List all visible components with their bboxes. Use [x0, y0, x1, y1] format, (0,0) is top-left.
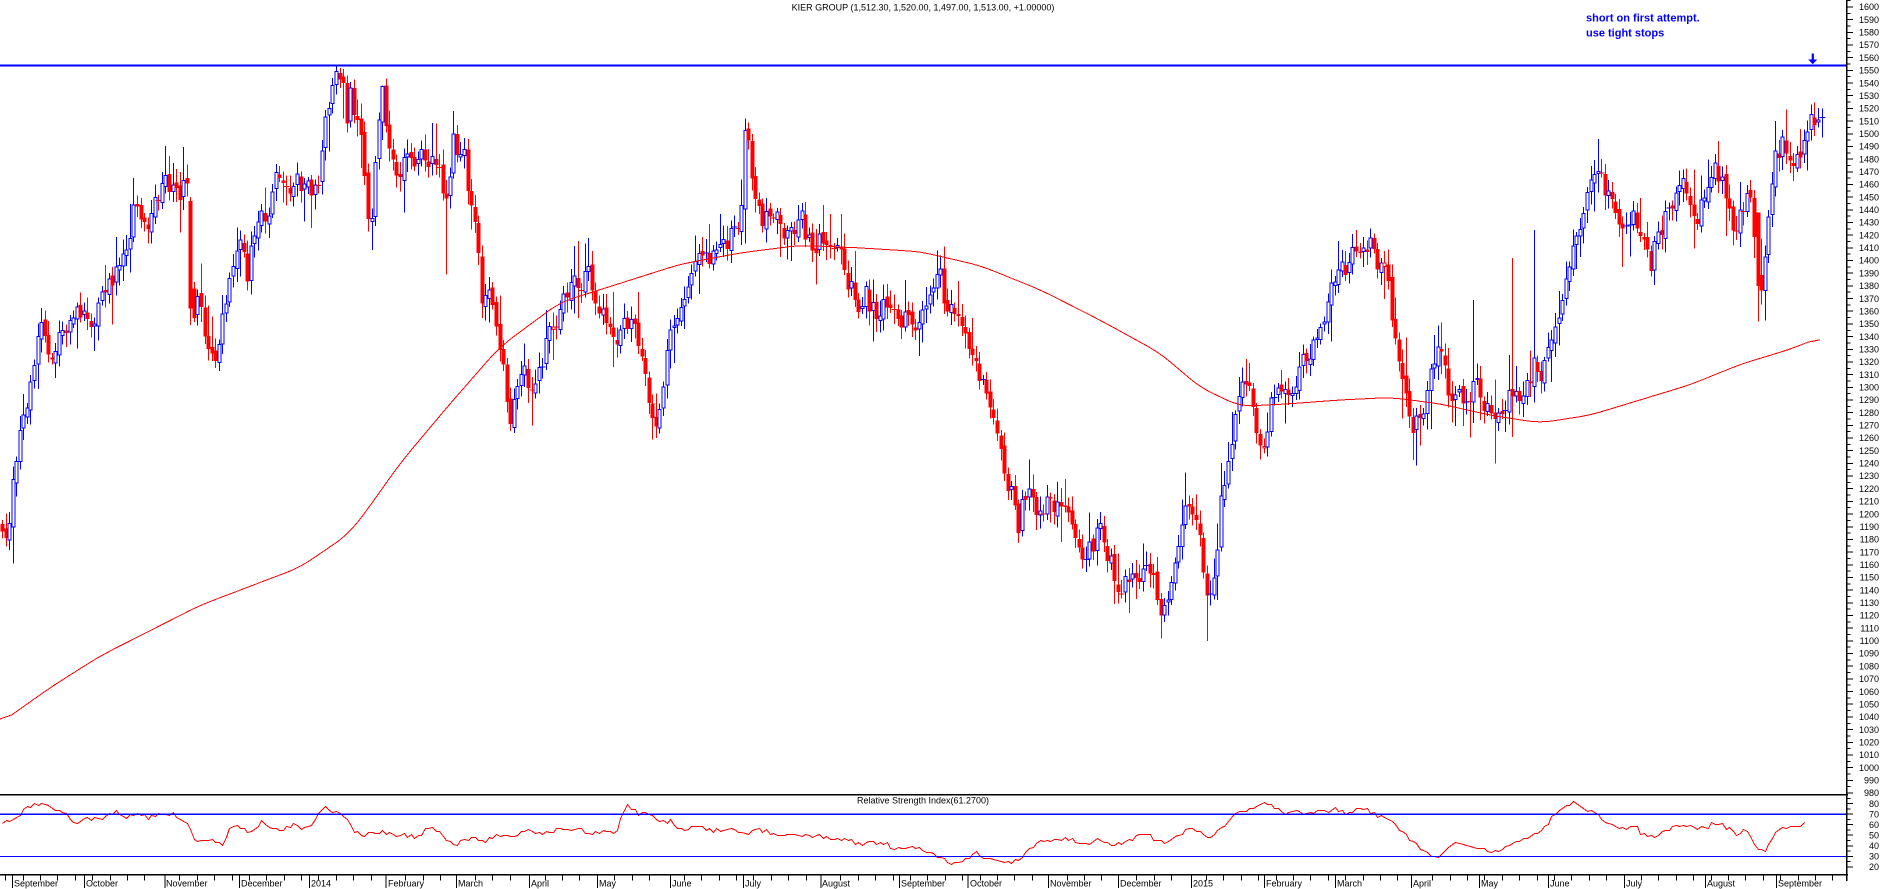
svg-text:November: November	[166, 879, 208, 889]
svg-text:1460: 1460	[1859, 180, 1879, 190]
svg-text:1160: 1160	[1860, 560, 1879, 570]
svg-text:short on first attempt.: short on first attempt.	[1586, 13, 1700, 25]
svg-text:Relative Strength Index(61.270: Relative Strength Index(61.2700)	[857, 796, 989, 806]
svg-text:1540: 1540	[1859, 78, 1879, 88]
svg-text:1010: 1010	[1859, 750, 1879, 760]
svg-text:1570: 1570	[1859, 40, 1879, 50]
svg-text:February: February	[388, 879, 425, 889]
svg-text:1260: 1260	[1859, 433, 1879, 443]
svg-text:70: 70	[1869, 809, 1879, 819]
svg-text:990: 990	[1864, 776, 1879, 786]
svg-text:KIER GROUP (1,512.30, 1,520.00: KIER GROUP (1,512.30, 1,520.00, 1,497.00…	[792, 3, 1055, 13]
svg-text:October: October	[86, 879, 118, 889]
svg-text:1230: 1230	[1859, 471, 1879, 481]
svg-text:20: 20	[1869, 862, 1879, 872]
svg-text:1190: 1190	[1860, 522, 1879, 532]
svg-text:1560: 1560	[1859, 53, 1879, 63]
svg-text:1250: 1250	[1859, 446, 1879, 456]
svg-text:2015: 2015	[1193, 879, 1213, 889]
svg-text:1000: 1000	[1859, 763, 1879, 773]
svg-text:1340: 1340	[1859, 332, 1879, 342]
svg-text:1150: 1150	[1860, 573, 1879, 583]
svg-text:1350: 1350	[1859, 319, 1879, 329]
svg-text:1530: 1530	[1859, 91, 1879, 101]
svg-text:1270: 1270	[1859, 421, 1879, 431]
svg-text:December: December	[241, 879, 283, 889]
svg-text:1440: 1440	[1859, 205, 1879, 215]
svg-text:1090: 1090	[1859, 649, 1879, 659]
svg-text:April: April	[531, 879, 549, 889]
svg-text:March: March	[458, 879, 483, 889]
svg-text:1290: 1290	[1859, 395, 1879, 405]
svg-text:June: June	[672, 879, 692, 889]
svg-text:1370: 1370	[1859, 294, 1879, 304]
svg-text:1390: 1390	[1859, 268, 1879, 278]
svg-text:1360: 1360	[1859, 306, 1879, 316]
svg-text:1600: 1600	[1859, 2, 1879, 12]
svg-text:July: July	[1626, 879, 1643, 889]
svg-text:1030: 1030	[1859, 725, 1879, 735]
svg-text:1490: 1490	[1859, 142, 1879, 152]
svg-text:August: August	[822, 879, 851, 889]
svg-text:October: October	[970, 879, 1002, 889]
svg-text:1450: 1450	[1859, 192, 1879, 202]
svg-text:50: 50	[1869, 831, 1879, 841]
svg-text:1170: 1170	[1860, 547, 1879, 557]
svg-text:1590: 1590	[1859, 15, 1879, 25]
svg-text:February: February	[1266, 879, 1303, 889]
svg-text:1020: 1020	[1859, 738, 1879, 748]
svg-text:September: September	[901, 879, 945, 889]
svg-text:1480: 1480	[1859, 154, 1879, 164]
svg-text:1080: 1080	[1859, 661, 1879, 671]
svg-text:1320: 1320	[1859, 357, 1879, 367]
svg-text:1380: 1380	[1859, 281, 1879, 291]
svg-text:80: 80	[1869, 799, 1879, 809]
svg-text:1130: 1130	[1860, 598, 1879, 608]
svg-text:1050: 1050	[1859, 699, 1879, 709]
svg-text:1310: 1310	[1859, 370, 1879, 380]
svg-text:60: 60	[1869, 820, 1879, 830]
svg-text:use tight stops: use tight stops	[1586, 28, 1664, 40]
svg-text:30: 30	[1869, 852, 1879, 862]
svg-text:1330: 1330	[1859, 345, 1879, 355]
svg-text:April: April	[1413, 879, 1431, 889]
svg-text:1220: 1220	[1859, 484, 1879, 494]
svg-text:1120: 1120	[1860, 611, 1879, 621]
svg-text:August: August	[1707, 879, 1736, 889]
svg-text:1070: 1070	[1859, 674, 1879, 684]
svg-text:1500: 1500	[1859, 129, 1879, 139]
svg-text:1060: 1060	[1859, 687, 1879, 697]
svg-text:July: July	[745, 879, 762, 889]
svg-text:September: September	[1778, 879, 1822, 889]
svg-text:1510: 1510	[1859, 116, 1879, 126]
svg-text:May: May	[1481, 879, 1499, 889]
svg-text:1100: 1100	[1860, 636, 1879, 646]
svg-text:2014: 2014	[311, 879, 331, 889]
svg-text:1300: 1300	[1859, 383, 1879, 393]
svg-text:1180: 1180	[1860, 535, 1879, 545]
svg-text:1580: 1580	[1859, 28, 1879, 38]
svg-text:1200: 1200	[1859, 509, 1879, 519]
svg-text:1210: 1210	[1859, 497, 1879, 507]
svg-text:June: June	[1550, 879, 1570, 889]
svg-text:1520: 1520	[1859, 104, 1879, 114]
svg-text:1240: 1240	[1859, 459, 1879, 469]
svg-text:1400: 1400	[1859, 256, 1879, 266]
svg-text:980: 980	[1864, 788, 1879, 798]
svg-text:40: 40	[1869, 841, 1879, 851]
svg-text:September: September	[14, 879, 58, 889]
svg-text:1040: 1040	[1859, 712, 1879, 722]
svg-text:1140: 1140	[1860, 585, 1879, 595]
svg-text:1110: 1110	[1860, 623, 1879, 633]
svg-text:March: March	[1337, 879, 1362, 889]
svg-text:November: November	[1050, 879, 1092, 889]
svg-text:December: December	[1120, 879, 1162, 889]
svg-text:1430: 1430	[1859, 218, 1879, 228]
svg-text:1420: 1420	[1859, 230, 1879, 240]
svg-text:1550: 1550	[1859, 66, 1879, 76]
svg-text:1470: 1470	[1859, 167, 1879, 177]
svg-text:May: May	[599, 879, 617, 889]
svg-text:1280: 1280	[1859, 408, 1879, 418]
svg-text:1410: 1410	[1859, 243, 1879, 253]
